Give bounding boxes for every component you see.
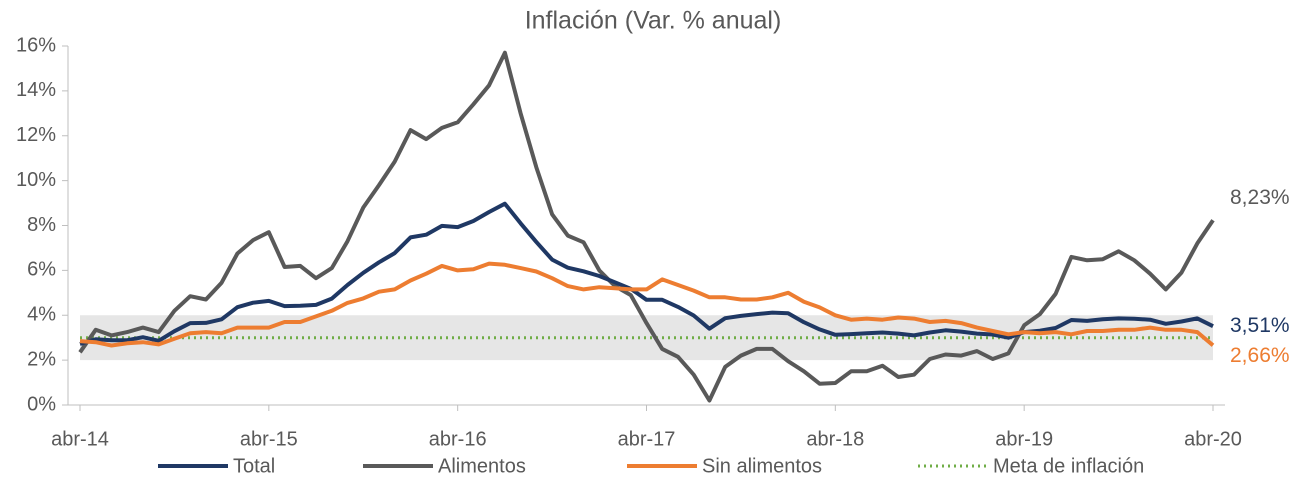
- series-line: [78, 50, 1215, 403]
- legend-label: Total: [233, 455, 275, 477]
- y-tick-label: 6%: [27, 259, 56, 281]
- y-tick-label: 2%: [27, 348, 56, 370]
- end-label: 2,66%: [1230, 344, 1290, 367]
- x-tick-label: abr-20: [1184, 428, 1242, 450]
- y-tick-label: 16%: [16, 34, 56, 56]
- legend-label: Sin alimentos: [702, 455, 822, 477]
- y-tick-label: 12%: [16, 124, 56, 146]
- x-tick-label: abr-17: [618, 428, 676, 450]
- y-tick-label: 4%: [27, 304, 56, 326]
- series-line: [79, 261, 1215, 348]
- end-label: 3,51%: [1230, 314, 1290, 337]
- x-tick-label: abr-18: [806, 428, 864, 450]
- y-tick-label: 8%: [27, 214, 56, 236]
- x-tick-label: abr-15: [240, 428, 298, 450]
- end-label: 8,23%: [1230, 186, 1290, 209]
- legend-label: Alimentos: [438, 455, 526, 477]
- x-tick-label: abr-19: [995, 428, 1053, 450]
- legend-label: Meta de inflación: [993, 455, 1144, 477]
- y-tick-label: 0%: [27, 393, 56, 415]
- x-tick-label: abr-16: [429, 428, 487, 450]
- x-tick-label: abr-14: [51, 428, 109, 450]
- chart-title: Inflación (Var. % anual): [525, 7, 782, 35]
- y-tick-label: 14%: [16, 79, 56, 101]
- y-tick-label: 10%: [16, 169, 56, 191]
